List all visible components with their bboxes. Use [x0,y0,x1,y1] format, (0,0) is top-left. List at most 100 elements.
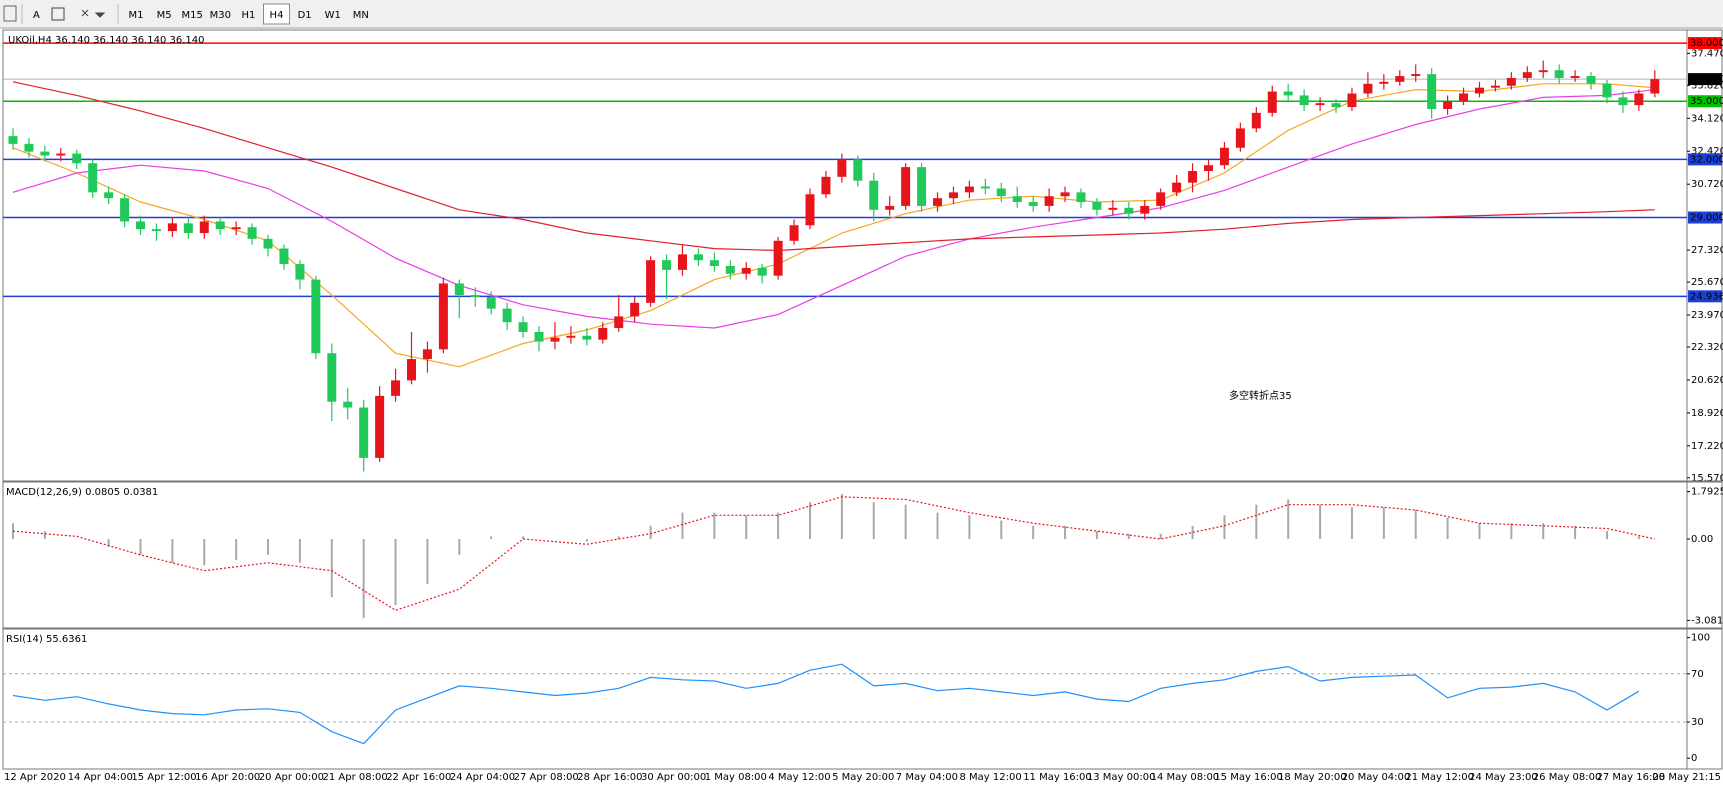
candle-body [1235,128,1245,148]
x-tick-label: 27 Apr 08:00 [514,772,579,783]
level-label: 24.936 [1690,291,1723,302]
candle-body [1506,77,1516,86]
y-tick-label: 0.00 [1691,534,1713,545]
text-tool[interactable]: A [33,10,40,21]
chart-title: UKOil,H4 36.140 36.140 36.140 36.140 [8,35,205,46]
candle-body [40,151,50,156]
moving-average [12,81,1655,252]
candle-body [247,227,257,239]
moving-average [12,89,1655,329]
candle-body [1602,83,1612,98]
candle-body [1522,72,1532,78]
candle-body [550,337,560,342]
candle-body [72,153,82,164]
candle-body [1188,171,1198,183]
candle-body [375,395,385,458]
level-label: 35.000 [1690,96,1723,107]
x-tick-label: 4 May 12:00 [768,772,830,783]
x-tick-label: 5 May 20:00 [832,772,894,783]
candle-body [1586,76,1596,84]
x-tick-label: 15 Apr 12:00 [131,772,196,783]
candle-body [964,186,974,193]
candle-body [725,265,735,274]
candle-body [582,335,592,340]
timeframe-button[interactable]: MN [353,10,369,21]
candle-body [470,295,480,298]
x-tick-label: 16 Apr 20:00 [195,772,260,783]
level-label-bg [1688,153,1722,166]
candle-body [56,153,66,156]
candle-body [948,192,958,199]
x-tick-label: 8 May 12:00 [960,772,1022,783]
candle-body [1634,93,1644,106]
y-tick-label: 27.320 [1691,245,1723,256]
candle-body [279,248,289,265]
candle-body [1347,93,1357,108]
x-tick-label: 28 May 21:15 [1652,772,1721,783]
candle-body [885,205,895,210]
timeframe-button[interactable]: D1 [298,10,312,21]
candle-body [662,260,672,270]
candle-body [183,223,193,234]
x-tick-label: 21 Apr 08:00 [323,772,388,783]
candle-body [167,223,177,232]
candle-body [1156,192,1166,206]
timeframe-button[interactable]: M30 [210,10,231,21]
toolbar [0,0,1723,28]
timeframe-button[interactable]: H4 [270,10,284,21]
candle-body [407,359,416,381]
candle-body [263,238,273,249]
candle-body [486,297,496,309]
level-label: 32.000 [1690,154,1723,165]
candle-body [120,198,130,222]
candle-body [1570,76,1580,78]
crosshair-icon[interactable] [3,5,17,22]
x-tick-label: 30 Apr 00:00 [641,772,706,783]
timeframe-button[interactable]: M15 [182,10,203,21]
timeframe-button[interactable]: M5 [157,10,172,21]
candle-body [1028,202,1038,206]
candle-body [1140,205,1150,214]
candle-body [311,279,321,354]
y-tick-label: 70 [1691,669,1704,680]
x-tick-label: 28 Apr 16:00 [577,772,642,783]
candle-body [1443,101,1453,109]
candle-body [391,380,401,396]
label-tool[interactable] [51,7,65,21]
candle-body [1554,70,1564,78]
panel-title: MACD(12,26,9) 0.0805 0.0381 [6,487,158,498]
candle-body [502,308,512,323]
candle-body [789,225,799,241]
candle-body [438,283,448,350]
candle-body [1459,93,1469,102]
candle-body [773,240,783,276]
timeframe-button[interactable]: W1 [325,10,341,21]
x-tick-label: 15 May 16:00 [1214,772,1283,783]
x-tick-label: 20 May 04:00 [1342,772,1411,783]
candle-body [343,401,353,408]
candle-body [104,192,114,199]
candle-body [980,186,990,189]
level-label-bg [1688,73,1722,86]
x-tick-label: 14 May 08:00 [1151,772,1220,783]
candle-body [24,143,34,152]
candle-body [231,227,241,230]
timeframe-button[interactable]: M1 [129,10,144,21]
panel-frame [2,29,1723,483]
candle-body [1267,91,1277,113]
y-tick-label: 100 [1691,633,1710,644]
candle-body [821,176,831,195]
x-tick-label: 20 Apr 00:00 [259,772,324,783]
x-tick-label: 18 May 20:00 [1278,772,1347,783]
active-timeframe [263,3,290,25]
candle-body [1076,192,1086,203]
y-tick-label: 37.470 [1691,48,1723,59]
timeframe-button[interactable]: H1 [241,10,255,21]
candle-body [869,180,879,210]
panel-frame [2,480,1723,630]
candle-body [1395,76,1405,82]
shapes-tool[interactable] [81,9,106,18]
candle-body [1060,192,1070,197]
